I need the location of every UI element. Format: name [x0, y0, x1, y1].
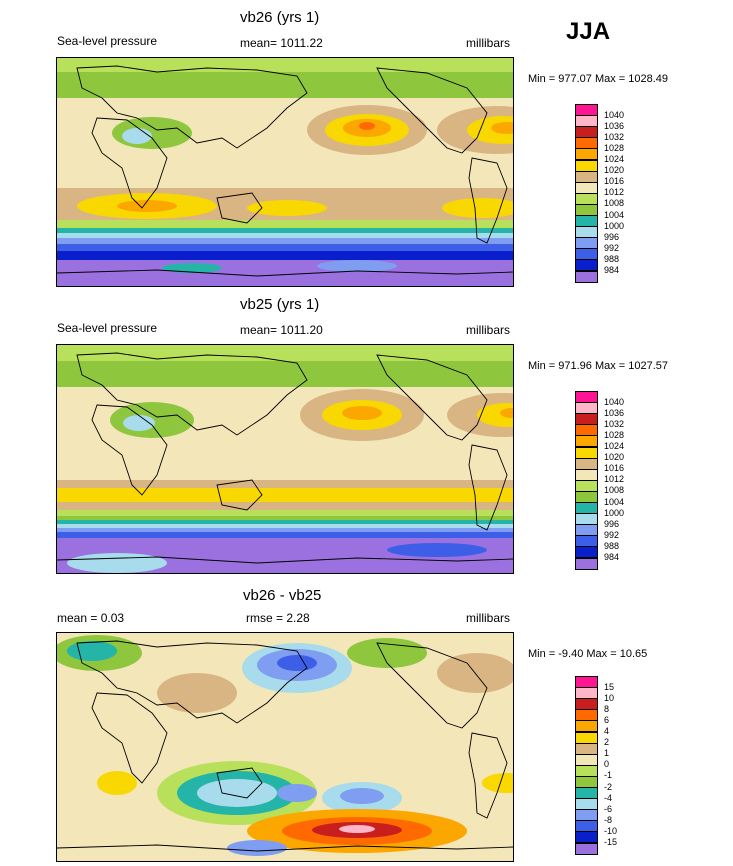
colorbar-level-label: -2	[604, 781, 613, 792]
colorbar-level-label: 988	[604, 540, 620, 551]
panel2-minmax: Min = 971.96 Max = 1027.57	[528, 360, 669, 372]
panel1-mean: mean= 1011.22	[240, 36, 323, 50]
colorbar-level-label: -4	[604, 792, 613, 803]
panel3-rmse: rmse = 2.28	[246, 611, 310, 625]
panel2-map	[56, 344, 514, 574]
colorbar-level-label: 1040	[604, 109, 625, 120]
panel3-title: vb26 - vb25	[243, 587, 322, 604]
colorbar-level-label: 996	[604, 518, 620, 529]
colorbar-level-label: 1040	[604, 396, 625, 407]
panel3-mean: mean = 0.03	[57, 611, 125, 625]
colorbar-level-label: 1000	[604, 220, 625, 231]
panel1-minmax: Min = 977.07 Max = 1028.49	[528, 73, 669, 85]
colorbar-level-label: 1036	[604, 407, 625, 418]
colorbar-swatch	[575, 842, 598, 855]
colorbar-level-label: 1012	[604, 187, 625, 198]
colorbar-level-label: 992	[604, 529, 620, 540]
colorbar-level-label: 1032	[604, 131, 625, 142]
colorbar-level-label: -8	[604, 814, 613, 825]
panel2-units: millibars	[466, 323, 511, 337]
colorbar-level-label: 8	[604, 703, 610, 714]
colorbar-level-label: 1024	[604, 441, 625, 451]
colorbar-level-label: 1012	[604, 474, 625, 485]
colorbar-level-label: 992	[604, 242, 620, 253]
panel1-variable-label: Sea-level pressure	[57, 34, 158, 48]
colorbar-level-label: 1004	[604, 209, 625, 220]
colorbar-swatch	[575, 557, 598, 570]
panel2-title: vb25 (yrs 1)	[240, 296, 320, 313]
colorbar-level-label: 1004	[604, 496, 625, 507]
colorbar-level-label: 1016	[604, 463, 625, 474]
panel1-title: vb26 (yrs 1)	[240, 9, 320, 26]
colorbar-level-label: 984	[604, 552, 620, 562]
colorbar-level-label: 1	[604, 748, 610, 759]
panel1-units: millibars	[466, 36, 511, 50]
colorbar-level-label: 2	[604, 737, 610, 748]
colorbar-level-label: 0	[604, 759, 610, 770]
panel3-map	[56, 632, 514, 862]
panel2-colorbar: 1040 1036 1032 1028 1024 1020 1016 1012 1008 1004…	[575, 391, 675, 571]
panel3-colorbar: 15 10 8 6 4 2 1 0 -1 -2 -4 -6 -8 -10 -15	[575, 676, 675, 856]
panel1-map	[56, 57, 514, 287]
colorbar-level-label: 1000	[604, 507, 625, 518]
colorbar-level-label: 996	[604, 231, 620, 242]
colorbar-level-label: 988	[604, 253, 620, 264]
panel3-minmax: Min = -9.40 Max = 10.65	[528, 648, 648, 660]
colorbar-level-label: 1024	[604, 154, 625, 164]
colorbar-level-label: 4	[604, 726, 610, 736]
colorbar-level-label: 15	[604, 681, 615, 692]
colorbar-level-label: 1028	[604, 142, 625, 153]
colorbar-level-label: 1032	[604, 418, 625, 429]
colorbar-level-label: -10	[604, 825, 618, 836]
colorbar-level-label: 1028	[604, 429, 625, 440]
colorbar-level-label: -6	[604, 803, 613, 814]
colorbar-level-label: 1020	[604, 452, 625, 463]
colorbar-level-label: 1016	[604, 176, 625, 187]
panel3-units: millibars	[466, 611, 511, 625]
colorbar-level-label: 1036	[604, 120, 625, 131]
colorbar-level-label: 6	[604, 714, 610, 725]
colorbar-level-label: -1	[604, 770, 613, 781]
colorbar-level-label: 1008	[604, 198, 625, 209]
panel2-variable-label: Sea-level pressure	[57, 321, 158, 335]
colorbar-level-label: 984	[604, 265, 620, 275]
colorbar-level-label: 10	[604, 692, 615, 703]
panel2-mean: mean= 1011.20	[240, 323, 323, 337]
colorbar-level-label: 1008	[604, 485, 625, 496]
panel1-colorbar: 1040 1036 1032 1028 1024 1020 1016 1012 1008 1004…	[575, 104, 675, 284]
colorbar-level-label: 1020	[604, 165, 625, 176]
season-label: JJA	[566, 18, 611, 45]
colorbar-level-label: -15	[604, 837, 618, 847]
colorbar-swatch	[575, 270, 598, 283]
